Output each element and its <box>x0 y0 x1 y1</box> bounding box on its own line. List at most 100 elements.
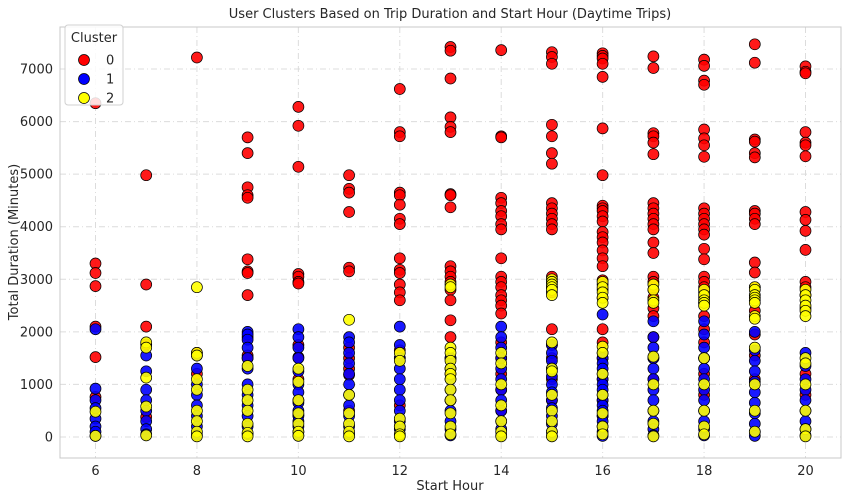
data-point <box>444 373 457 386</box>
data-point <box>292 160 305 173</box>
data-point <box>191 415 203 428</box>
data-point <box>546 147 558 159</box>
data-point <box>799 139 812 152</box>
data-point <box>393 218 406 230</box>
data-point <box>596 368 609 380</box>
data-point <box>241 131 254 144</box>
data-point <box>647 394 660 407</box>
data-point <box>647 362 660 375</box>
data-point <box>799 225 812 237</box>
data-point <box>292 341 305 354</box>
data-point <box>748 218 761 230</box>
data-point <box>698 242 710 255</box>
y-axis-label: Total Duration (Minutes) <box>7 164 22 321</box>
y-tick-label: 6000 <box>20 115 53 130</box>
data-point <box>596 297 609 309</box>
data-point <box>140 169 153 182</box>
data-point <box>140 341 153 354</box>
data-point <box>191 404 203 417</box>
data-point <box>444 201 457 214</box>
data-point <box>89 267 102 279</box>
data-point <box>748 326 761 338</box>
data-point <box>393 83 406 95</box>
data-point <box>241 147 254 159</box>
data-point <box>393 320 406 333</box>
data-point <box>140 429 153 442</box>
data-point <box>647 223 660 236</box>
data-point <box>647 430 660 443</box>
data-point <box>647 350 660 363</box>
data-point <box>698 404 710 417</box>
data-point <box>495 320 508 333</box>
y-tick-label: 1000 <box>20 378 53 393</box>
data-point <box>393 383 406 396</box>
y-tick-label: 0 <box>45 430 53 445</box>
data-point <box>495 357 508 370</box>
data-point <box>546 57 558 70</box>
data-point <box>495 44 508 56</box>
data-point <box>89 280 102 292</box>
data-point <box>343 378 355 391</box>
data-point <box>241 253 254 266</box>
data-point <box>495 347 508 359</box>
data-point <box>140 278 153 291</box>
data-point <box>596 389 609 401</box>
data-point <box>647 136 660 149</box>
data-point <box>292 119 305 132</box>
legend-label: 1 <box>106 73 114 88</box>
data-point <box>241 404 254 417</box>
data-point <box>495 378 508 391</box>
data-point <box>241 191 254 204</box>
data-point <box>748 341 761 354</box>
y-tick-label: 2000 <box>20 325 53 340</box>
x-tick-label: 16 <box>594 464 611 479</box>
data-point <box>343 347 355 359</box>
data-point <box>546 430 558 443</box>
data-point <box>444 126 457 138</box>
data-point <box>748 256 761 269</box>
data-point <box>748 266 761 279</box>
data-point <box>444 189 457 202</box>
data-point <box>799 310 812 322</box>
data-point <box>748 378 761 391</box>
data-point <box>89 382 102 395</box>
data-point <box>292 101 305 113</box>
data-point <box>292 277 305 290</box>
data-point <box>241 360 254 372</box>
legend-marker <box>78 54 90 66</box>
y-tick-label: 5000 <box>20 168 53 183</box>
data-point <box>343 357 355 370</box>
data-point <box>647 236 660 249</box>
data-point <box>647 315 660 328</box>
data-point <box>191 430 203 443</box>
data-point <box>596 71 609 83</box>
data-point <box>546 323 558 336</box>
data-point <box>698 78 710 91</box>
data-point <box>799 126 812 138</box>
data-point <box>292 331 305 343</box>
data-point <box>546 415 558 428</box>
data-point <box>546 223 558 236</box>
data-point <box>596 169 609 182</box>
data-point <box>292 375 305 388</box>
data-point <box>393 267 406 279</box>
data-point <box>748 404 761 417</box>
data-point <box>748 38 761 51</box>
data-point <box>647 417 660 430</box>
data-point <box>241 341 254 354</box>
data-point <box>444 72 457 85</box>
x-tick-label: 18 <box>696 464 713 479</box>
data-point <box>799 378 812 391</box>
data-point <box>748 297 761 309</box>
data-point <box>343 265 355 278</box>
data-point <box>748 365 761 378</box>
data-point <box>393 252 406 265</box>
data-point <box>393 394 406 407</box>
x-tick-label: 6 <box>91 464 99 479</box>
data-point <box>647 148 660 161</box>
data-point <box>241 267 254 279</box>
data-point <box>698 362 710 375</box>
data-point <box>698 352 710 364</box>
